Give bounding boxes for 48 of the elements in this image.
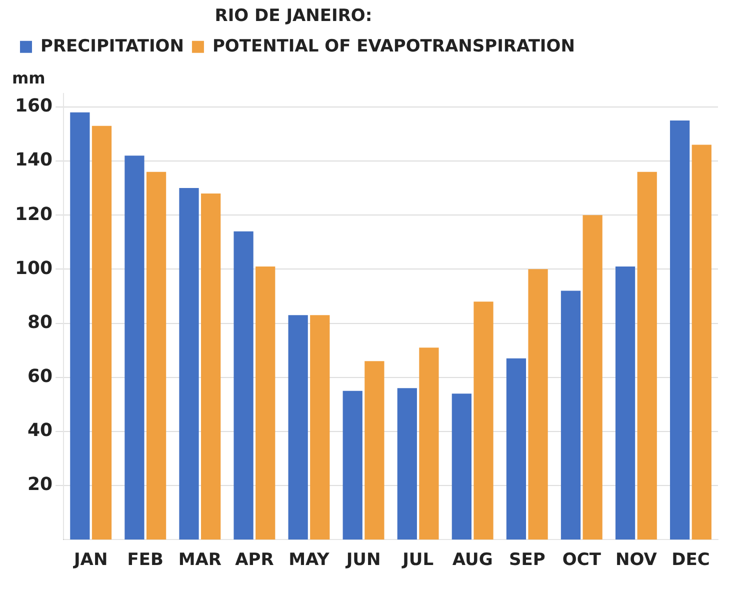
bar	[92, 126, 112, 540]
bar	[474, 302, 494, 540]
y-tick-label: 160	[14, 96, 53, 117]
bar	[615, 266, 636, 540]
bar	[419, 348, 439, 540]
bar	[256, 266, 276, 540]
y-tick-label: 60	[28, 366, 53, 388]
x-tick-label: DEC	[672, 550, 710, 570]
x-tick-label: APR	[235, 550, 274, 570]
bar	[124, 156, 144, 540]
bar	[234, 231, 254, 540]
bar	[179, 188, 199, 540]
bar	[528, 269, 548, 540]
bar	[364, 361, 384, 540]
y-tick-label: 140	[14, 150, 53, 171]
bar	[452, 394, 472, 540]
x-tick-label: NOV	[616, 550, 658, 570]
legend-title: RIO DE JANEIRO:	[214, 6, 372, 26]
y-tick-label: 80	[28, 312, 53, 333]
bar	[692, 144, 712, 540]
bar	[506, 358, 526, 540]
y-axis-title: mm	[12, 68, 46, 88]
y-tick-label: 40	[28, 420, 53, 442]
bar	[288, 315, 308, 540]
bar	[201, 193, 221, 540]
y-tick-label: 20	[28, 474, 53, 496]
bar	[146, 172, 166, 540]
bar	[397, 388, 417, 540]
bar	[342, 390, 362, 540]
bar	[560, 290, 581, 540]
bar	[70, 112, 90, 540]
bar	[637, 172, 657, 540]
x-tick-label: MAR	[178, 550, 222, 570]
legend-label: POTENTIAL OF EVAPOTRANSPIRATION	[212, 36, 575, 56]
x-tick-label: SEP	[508, 550, 546, 570]
bar	[670, 120, 690, 540]
x-tick-label: OCT	[562, 550, 602, 570]
x-tick-label: MAY	[288, 550, 330, 570]
x-tick-label: AUG	[452, 550, 493, 570]
bar	[310, 315, 330, 540]
x-tick-label: FEB	[127, 550, 164, 570]
y-tick-label: 120	[14, 204, 53, 225]
x-tick-label: JAN	[72, 550, 108, 570]
x-tick-label: JUN	[345, 550, 381, 570]
y-tick-label: 100	[14, 258, 53, 279]
legend-label: PRECIPITATION	[40, 36, 184, 56]
bar	[582, 215, 602, 540]
x-tick-label: JUL	[402, 550, 434, 570]
